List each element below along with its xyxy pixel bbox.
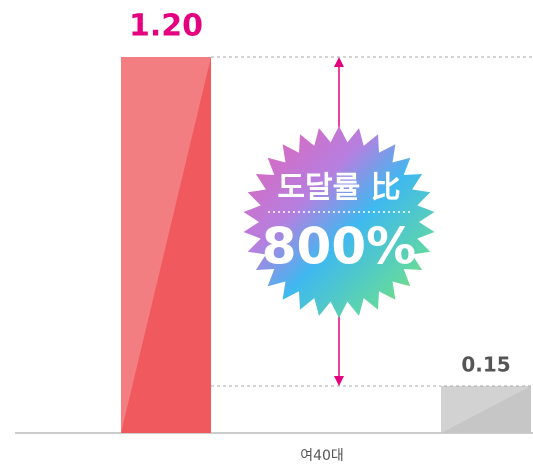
bar [121, 57, 211, 433]
value-label: 1.20 [129, 9, 203, 44]
category-label: 여40대 [300, 448, 344, 464]
value-label: 0.15 [461, 353, 510, 377]
bar-highlight [121, 57, 211, 433]
annotation-title: 도달률 比 [277, 171, 400, 206]
annotation-value: 800% [262, 218, 416, 276]
arrow-head [334, 376, 344, 386]
arrow-head [334, 57, 344, 67]
bar [441, 386, 531, 433]
bar-highlight [441, 386, 531, 433]
starburst [243, 126, 435, 318]
